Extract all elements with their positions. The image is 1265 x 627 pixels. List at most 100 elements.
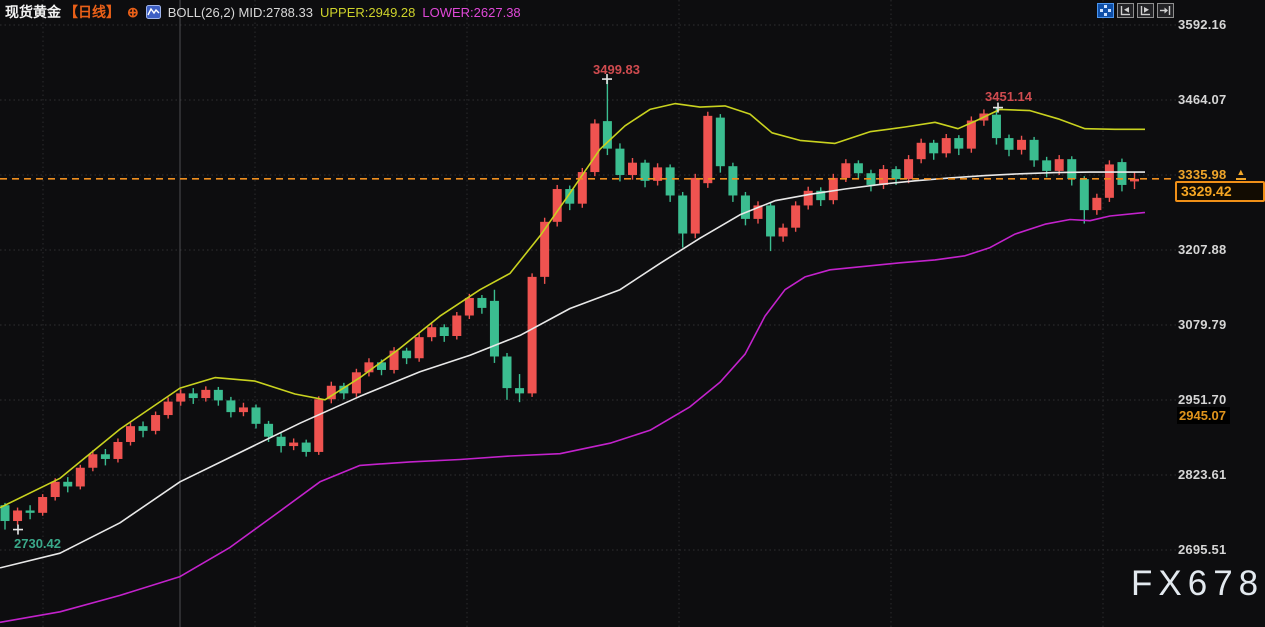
candle-body bbox=[916, 142, 926, 160]
candle-body bbox=[628, 162, 637, 175]
candle-body bbox=[816, 190, 826, 201]
candle-body bbox=[213, 389, 223, 401]
candle-body bbox=[339, 385, 349, 394]
candle-body bbox=[88, 454, 98, 468]
play-forward-button[interactable] bbox=[1137, 3, 1154, 18]
candle-body bbox=[489, 300, 499, 357]
candle-body bbox=[590, 123, 600, 173]
candle-body bbox=[904, 159, 914, 180]
candle-body bbox=[414, 337, 424, 359]
candle-body bbox=[1042, 160, 1052, 171]
candle-body bbox=[515, 388, 525, 394]
candle-body bbox=[527, 276, 537, 394]
scroll-left-button[interactable] bbox=[1117, 3, 1134, 18]
candle-body bbox=[828, 177, 838, 201]
candle-body bbox=[1067, 159, 1077, 180]
boll-lower-value: LOWER:2627.38 bbox=[422, 4, 521, 20]
candle-body bbox=[665, 167, 675, 196]
candle-body bbox=[477, 297, 487, 308]
boll-indicator-label: BOLL(26,2) MID:2788.33 bbox=[167, 4, 313, 20]
candle-body bbox=[715, 117, 725, 167]
candle-body bbox=[577, 172, 587, 204]
candle-body bbox=[615, 148, 625, 175]
candle-body bbox=[502, 356, 512, 389]
candle-body bbox=[377, 362, 386, 370]
swing-high-annotation: 3499.83 bbox=[593, 62, 640, 77]
candle-body bbox=[427, 327, 437, 338]
candle-body bbox=[653, 167, 663, 181]
candle-body bbox=[1017, 139, 1027, 150]
candle-body bbox=[301, 442, 311, 452]
price-axis-label: 3079.79 bbox=[1178, 317, 1227, 332]
candle-body bbox=[151, 415, 161, 431]
candle-body bbox=[640, 162, 650, 181]
candle-body bbox=[238, 407, 248, 413]
candle-body bbox=[251, 407, 261, 424]
candle-body bbox=[540, 221, 550, 277]
candle-body bbox=[1029, 139, 1039, 161]
candle-body bbox=[879, 169, 888, 185]
candle-body bbox=[0, 505, 10, 522]
chart-header: 现货黄金 【日线】 ⊕ BOLL(26,2) MID:2788.33 UPPER:… bbox=[5, 3, 521, 21]
candle-body bbox=[602, 121, 612, 149]
candle-body bbox=[201, 389, 211, 399]
jump-to-latest-button[interactable] bbox=[1157, 3, 1174, 18]
price-axis-label: 3464.07 bbox=[1178, 91, 1227, 107]
candle-body bbox=[966, 120, 976, 149]
fx678-watermark: FX678 bbox=[1131, 564, 1265, 603]
candle-body bbox=[38, 497, 48, 513]
boll-upper-line bbox=[0, 102, 1145, 509]
candle-body bbox=[778, 227, 788, 237]
candle-body bbox=[1130, 178, 1139, 182]
candle-body bbox=[941, 138, 951, 154]
boll-upper-value: UPPER:2949.28 bbox=[319, 4, 416, 20]
candle-body bbox=[891, 169, 901, 180]
add-indicator-icon[interactable]: ⊕ bbox=[127, 4, 139, 20]
candle-body bbox=[326, 385, 336, 400]
candle-body bbox=[929, 142, 939, 154]
timeframe-label: 【日线】 bbox=[64, 4, 120, 20]
candle-body bbox=[791, 205, 801, 228]
candle-body bbox=[841, 163, 851, 178]
candle-body bbox=[276, 436, 286, 447]
candle-body bbox=[364, 362, 374, 373]
candle-body bbox=[991, 114, 1001, 139]
price-up-arrow-icon: ▲ bbox=[1236, 168, 1246, 181]
symbol-name: 现货黄金 bbox=[5, 4, 61, 20]
candle-body bbox=[1092, 197, 1102, 211]
candle-body bbox=[188, 393, 198, 399]
swing-low-annotation: 2730.42 bbox=[14, 536, 61, 551]
price-axis-current-label: 3335.98 ▲ bbox=[1178, 166, 1246, 182]
candle-body bbox=[176, 393, 186, 402]
candle-body bbox=[565, 189, 575, 204]
candle-body bbox=[728, 166, 738, 196]
candle-body bbox=[1004, 138, 1014, 150]
last-price-label: 3329.42 bbox=[1175, 180, 1265, 202]
candle-body bbox=[163, 401, 173, 416]
pan-tool-button[interactable] bbox=[1097, 3, 1114, 18]
price-axis-label: 3207.88 bbox=[1178, 242, 1227, 257]
candle-body bbox=[351, 372, 361, 394]
price-axis-label: 2951.70 bbox=[1178, 391, 1227, 407]
candle-body bbox=[954, 138, 964, 149]
candle-body bbox=[13, 510, 23, 522]
band-level-price-label: 2945.07 bbox=[1177, 406, 1230, 424]
candle-body bbox=[389, 350, 399, 370]
candle-body bbox=[803, 190, 813, 206]
candle-body bbox=[402, 350, 412, 359]
candle-body bbox=[25, 510, 35, 513]
candle-body bbox=[690, 177, 700, 234]
candle-body bbox=[126, 426, 135, 442]
chart-toolbar bbox=[1097, 3, 1174, 18]
swing-high2-annotation: 3451.14 bbox=[985, 89, 1032, 104]
boll-lower-line bbox=[0, 211, 1146, 624]
indicator-chart-icon[interactable] bbox=[145, 5, 161, 19]
candle-body bbox=[1054, 159, 1064, 171]
candle-body bbox=[226, 400, 236, 413]
candle-body bbox=[552, 189, 562, 222]
candle-body bbox=[113, 441, 123, 459]
boll-mid-line bbox=[0, 171, 1145, 569]
candle-body bbox=[464, 297, 474, 316]
